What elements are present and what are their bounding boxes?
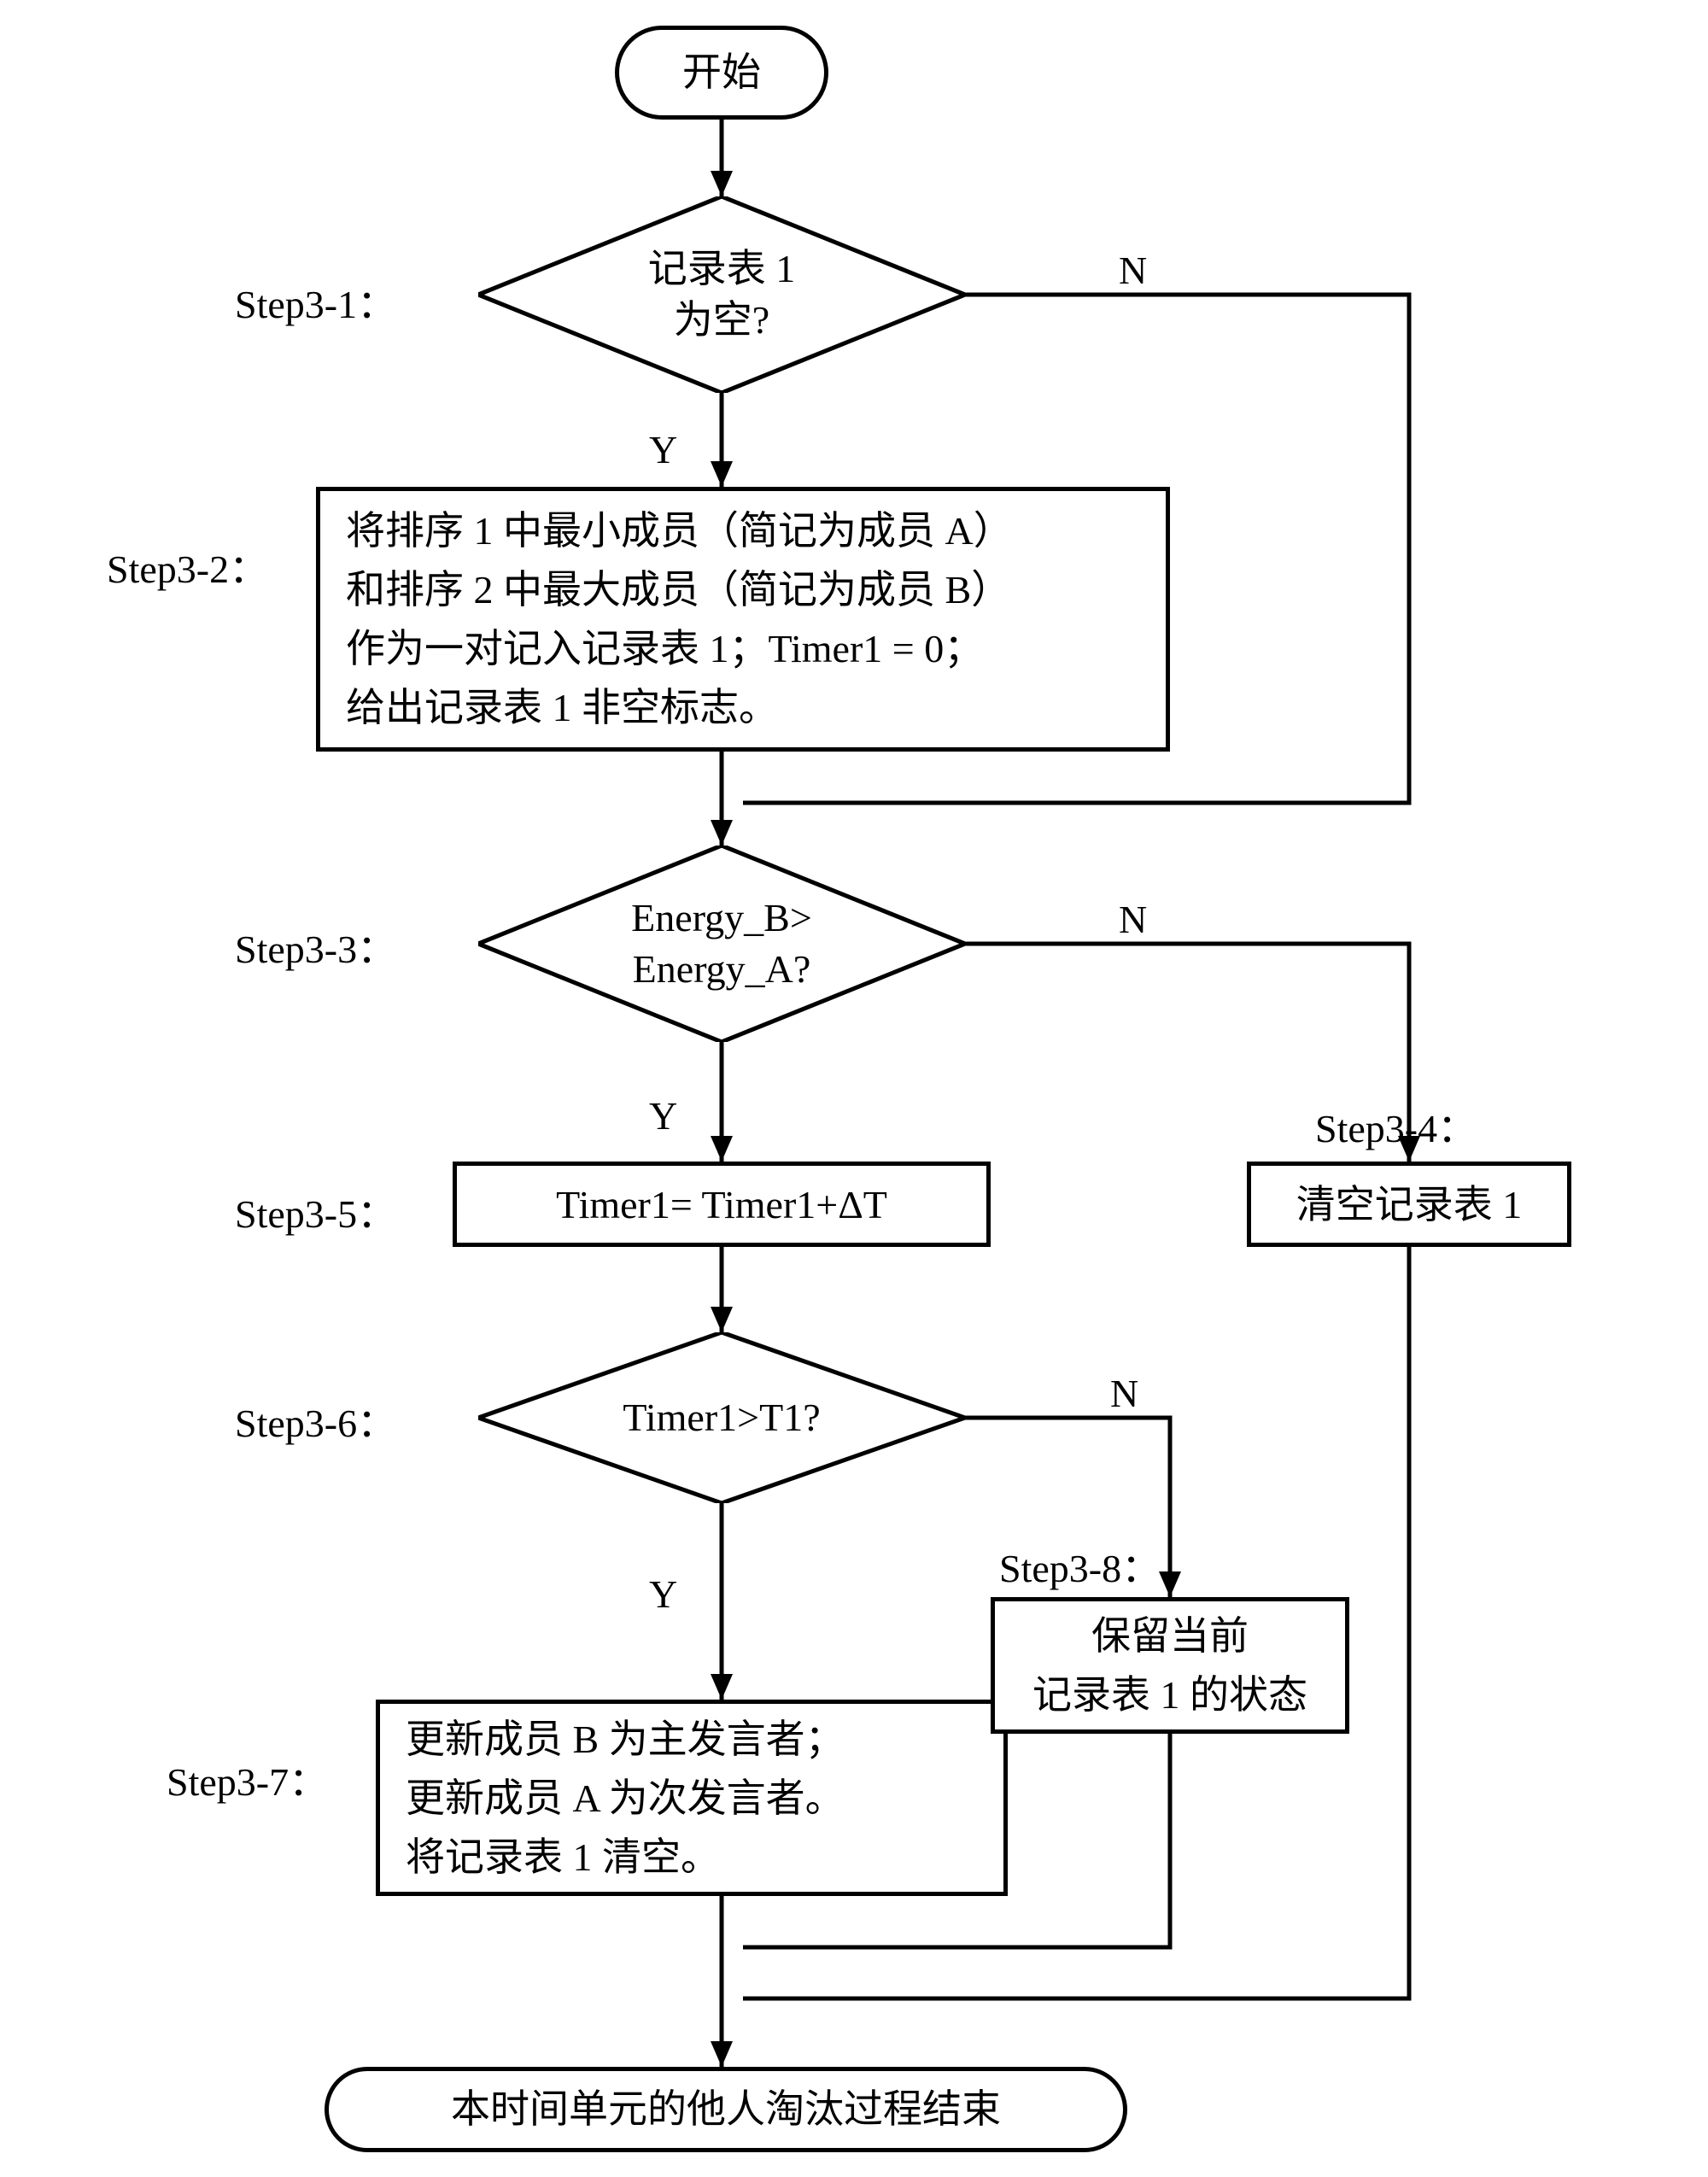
node-d6: Timer1>T1? <box>478 1332 965 1503</box>
step-label-p2: Step3-2： <box>107 538 268 594</box>
node-p8: 保留当前 记录表 1 的状态 <box>991 1597 1349 1734</box>
node-d3: Energy_B> Energy_A? <box>478 846 965 1042</box>
node-text-d3: Energy_B> Energy_A? <box>631 892 812 995</box>
flowchart-canvas: 开始记录表 1 为空? 将排序 1 中最小成员（简记为成员 A） 和排序 2 中最… <box>0 0 1708 2177</box>
edge-label-e-d1y-p2: Y <box>649 427 677 472</box>
step-label-p4: Step3-4： <box>1315 1097 1477 1154</box>
edge-label-e-d1n: N <box>1119 248 1147 293</box>
node-text-p7: 更新成员 B 为主发言者； 更新成员 A 为次发言者。 将记录表 1 清空。 <box>406 1710 845 1887</box>
edge-label-e-d6n-p8: N <box>1110 1371 1138 1416</box>
edge-label-e-d3y-p5: Y <box>649 1093 677 1138</box>
node-p4: 清空记录表 1 <box>1247 1162 1571 1247</box>
node-d1: 记录表 1 为空? <box>478 196 965 393</box>
node-text-p8: 保留当前 记录表 1 的状态 <box>1032 1606 1307 1724</box>
node-text-p2: 将排序 1 中最小成员（简记为成员 A） 和排序 2 中最大成员（简记为成员 B… <box>346 501 1013 737</box>
node-end: 本时间单元的他人淘汰过程结束 <box>325 2067 1127 2152</box>
step-label-d3: Step3-3： <box>235 918 396 974</box>
node-text-d6: Timer1>T1? <box>623 1392 820 1443</box>
node-text-p4: 清空记录表 1 <box>1296 1175 1523 1234</box>
step-label-p8: Step3-8： <box>999 1537 1161 1594</box>
step-label-p7: Step3-7： <box>167 1751 328 1807</box>
node-text-p5: Timer1= Timer1+ΔT <box>556 1175 887 1234</box>
node-start: 开始 <box>615 26 828 120</box>
step-label-d1: Step3-1： <box>235 273 396 330</box>
node-p5: Timer1= Timer1+ΔT <box>453 1162 991 1247</box>
node-p2: 将排序 1 中最小成员（简记为成员 A） 和排序 2 中最大成员（简记为成员 B… <box>316 487 1170 752</box>
node-text-d1: 记录表 1 为空? <box>648 243 796 346</box>
node-text-start: 开始 <box>682 49 761 96</box>
node-text-end: 本时间单元的他人淘汰过程结束 <box>451 2086 1001 2133</box>
edge-label-e-d3n-p4: N <box>1119 897 1147 942</box>
node-p7: 更新成员 B 为主发言者； 更新成员 A 为次发言者。 将记录表 1 清空。 <box>376 1700 1008 1896</box>
step-label-p5: Step3-5： <box>235 1183 396 1239</box>
step-label-d6: Step3-6： <box>235 1392 396 1448</box>
edge-label-e-d6y-p7: Y <box>649 1571 677 1617</box>
